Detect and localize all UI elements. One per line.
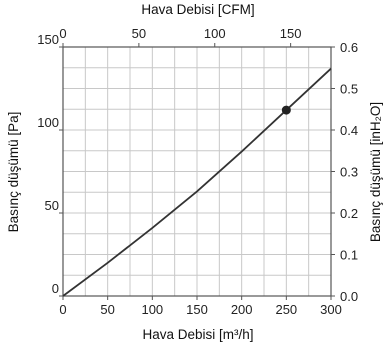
x-bottom-tick-label: 250 <box>275 302 297 317</box>
x-bottom-tick-label: 150 <box>186 302 208 317</box>
operating-point-marker <box>281 105 291 115</box>
x-bottom-tick-label: 300 <box>320 302 342 317</box>
x-top-tick-label: 0 <box>59 26 66 41</box>
y-right-tick-label: 0.2 <box>340 206 358 221</box>
x-bottom-tick-label: 100 <box>141 302 163 317</box>
x-bottom-tick-label: 200 <box>231 302 253 317</box>
series-layer <box>62 67 332 297</box>
x-top-tick-label: 50 <box>132 26 146 41</box>
y-right-axis-label: Basınç düşümü [inH₂O] <box>368 102 383 242</box>
y-right-tick-label: 0.4 <box>340 123 358 138</box>
y-left-tick-label: 0 <box>52 281 59 296</box>
y-right-tick-label: 0.1 <box>340 248 358 263</box>
y-left-tick-label: 100 <box>37 115 59 130</box>
x-top-axis-label: Hava Debisi [CFM] <box>141 2 254 17</box>
y-left-tick-label: 150 <box>37 32 59 47</box>
x-top-tick-label: 100 <box>204 26 226 41</box>
y-right-tick-label: 0.6 <box>340 40 358 55</box>
y-left-tick-label: 50 <box>45 198 59 213</box>
x-bottom-tick-label: 0 <box>59 302 66 317</box>
y-right-tick-label: 0.0 <box>340 289 358 304</box>
x-top-tick-label: 150 <box>280 26 302 41</box>
y-left-axis-label: Basınç düşümü [Pa] <box>6 112 21 233</box>
grid <box>63 47 331 296</box>
x-bottom-tick-label: 50 <box>100 302 114 317</box>
x-bottom-axis-label: Hava Debisi [m³/h] <box>142 327 253 342</box>
y-right-tick-label: 0.3 <box>340 165 358 180</box>
y-right-tick-label: 0.5 <box>340 82 358 97</box>
